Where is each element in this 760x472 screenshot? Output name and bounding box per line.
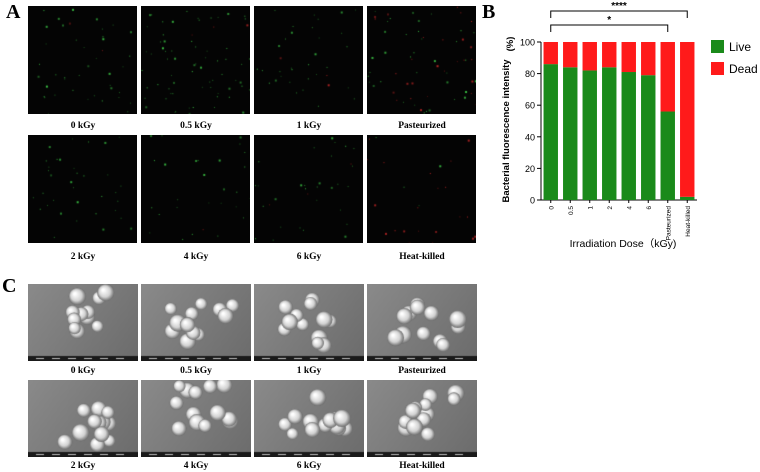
bar-dead: [563, 42, 578, 68]
sem-image: [367, 380, 477, 457]
x-tick-label: 0: [548, 206, 555, 210]
fluorescence-caption: 4 kGy: [183, 252, 209, 262]
fluorescence-image: [141, 135, 250, 243]
sem-caption: 6 kGy: [296, 461, 322, 471]
bar-live: [680, 196, 695, 200]
sem-caption: Pasteurized: [398, 366, 446, 376]
bar-live: [582, 70, 597, 200]
fluorescence-caption: 6 kGy: [296, 252, 322, 262]
bar-live: [543, 64, 558, 201]
fluorescence-image: [28, 6, 137, 114]
x-tick-label: 4: [626, 206, 633, 210]
legend-swatch-dead: [711, 62, 724, 75]
fluorescence-image: [367, 6, 476, 114]
bar-dead: [621, 42, 636, 73]
sem-image: [28, 284, 138, 361]
sem-image: [254, 284, 364, 361]
bar-live: [641, 75, 656, 200]
legend-swatch-live: [711, 40, 724, 53]
y-tick-label: 40: [525, 132, 535, 142]
fluorescence-image: [28, 135, 137, 243]
x-tick-label: Heat-killed: [685, 206, 692, 237]
significance-bracket: [550, 24, 669, 32]
sem-image: [367, 284, 477, 361]
significance-label: *: [607, 15, 611, 26]
y-axis-unit: (%): [505, 37, 516, 52]
bar-live: [602, 67, 617, 200]
y-tick-label: 100: [520, 38, 535, 48]
bar-dead: [660, 42, 675, 112]
fluorescence-image: [254, 6, 363, 114]
fluorescence-caption: 0 kGy: [70, 121, 96, 131]
y-axis-title: Bacterial fluorescence intensity: [501, 59, 512, 203]
panel-label-a: A: [6, 1, 21, 23]
x-axis-title: Irradiation Dose（kGy): [570, 238, 677, 250]
panel-label-b: B: [482, 1, 496, 23]
x-tick-label: 1: [587, 206, 594, 210]
fluorescence-caption: Pasteurized: [398, 121, 446, 131]
significance-bracket: [550, 10, 688, 18]
sem-image: [28, 380, 138, 457]
panel-label-c: C: [2, 275, 17, 297]
fluorescence-image: [367, 135, 476, 243]
x-tick-label: 6: [646, 206, 653, 210]
bar-dead: [602, 42, 617, 68]
fluorescence-caption: Heat-killed: [399, 252, 445, 262]
bar-dead: [543, 42, 558, 65]
y-tick-label: 0: [530, 196, 535, 206]
bar-live: [660, 111, 675, 200]
fluorescence-image: [141, 6, 250, 114]
bar-dead: [680, 42, 695, 197]
x-tick-label: 2: [607, 206, 614, 210]
sem-caption: 2 kGy: [70, 461, 96, 471]
significance-label: ****: [611, 1, 627, 12]
bar-live: [563, 67, 578, 200]
sem-caption: 1 kGy: [296, 366, 322, 376]
sem-image: [141, 284, 251, 361]
sem-caption: Heat-killed: [399, 461, 445, 471]
legend-label: Live: [729, 40, 751, 54]
fluorescence-caption: 0.5 kGy: [180, 121, 212, 131]
sem-caption: 4 kGy: [183, 461, 209, 471]
y-tick-label: 80: [525, 69, 535, 79]
bar-dead: [582, 42, 597, 71]
x-tick-label: Pasteurized: [665, 206, 672, 241]
x-tick-label: 0.5: [568, 206, 575, 215]
bar-dead: [641, 42, 656, 76]
fluorescence-caption: 2 kGy: [70, 252, 96, 262]
sem-caption: 0.5 kGy: [180, 366, 212, 376]
sem-image: [141, 380, 251, 457]
y-tick-label: 20: [525, 164, 535, 174]
y-tick-label: 60: [525, 101, 535, 111]
sem-image: [254, 380, 364, 457]
bar-live: [621, 72, 636, 200]
fluorescence-image: [254, 135, 363, 243]
sem-caption: 0 kGy: [70, 366, 96, 376]
legend-label: Dead: [729, 62, 758, 76]
stacked-bar-chart: 0 20 40 60 80 100 0 0.5 1 2 4 6 Pasteurized Heat-kill…: [501, 1, 758, 250]
fluorescence-caption: 1 kGy: [296, 121, 322, 131]
